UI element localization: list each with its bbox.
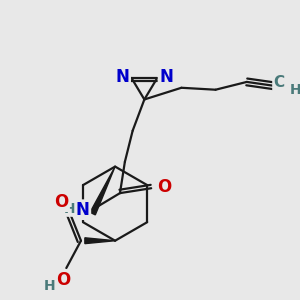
Text: C: C: [273, 75, 284, 90]
Text: H: H: [44, 279, 56, 292]
Polygon shape: [85, 238, 115, 244]
Text: H: H: [63, 202, 75, 216]
Text: O: O: [157, 178, 171, 196]
Text: H: H: [290, 83, 300, 97]
Text: O: O: [54, 193, 69, 211]
Polygon shape: [90, 167, 115, 215]
Text: N: N: [159, 68, 173, 86]
Text: N: N: [116, 68, 130, 86]
Text: N: N: [76, 201, 90, 219]
Text: O: O: [56, 271, 70, 289]
